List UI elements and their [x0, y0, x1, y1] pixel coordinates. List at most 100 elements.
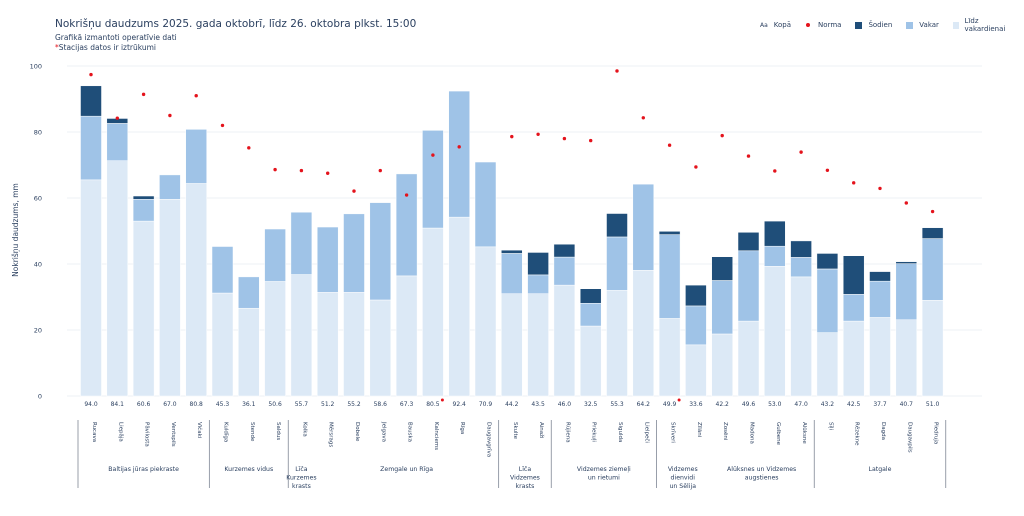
- norma-point: [536, 132, 540, 137]
- yesterday-segment: [211, 246, 234, 294]
- station-label: Ventspils: [170, 422, 176, 447]
- missing-data-note: *Stacijas datos ir iztrūkumi: [55, 43, 156, 52]
- legend-label: Līdz vakardienai: [964, 17, 1006, 33]
- region-groups: Baltijas jūras piekraste Kurzemes vidus Lī…: [77, 420, 947, 490]
- total-value-label: 58.6: [374, 401, 388, 408]
- station-label: Kuldīga: [223, 422, 229, 442]
- until-yesterday-segment: [737, 320, 760, 397]
- total-value-label: 53.0: [768, 401, 782, 408]
- until-yesterday-segment: [553, 284, 576, 397]
- yesterday-segment: [606, 236, 628, 291]
- station-label: Daugavgrīva: [486, 422, 492, 457]
- until-yesterday-segment: [632, 270, 655, 397]
- total-value-label: 32.5: [584, 401, 598, 408]
- total-value-label: 43.5: [531, 401, 545, 408]
- missing-data-marker: [677, 398, 681, 402]
- station-label: Rīga: [459, 422, 465, 434]
- norma-point: [694, 165, 698, 169]
- total-value-label: 67.0: [163, 401, 177, 408]
- bars: [80, 85, 944, 397]
- norma-point: [326, 171, 330, 175]
- until-yesterday-segment: [264, 281, 286, 397]
- total-value-label: 36.1: [242, 401, 256, 408]
- legend-item-until-yesterday[interactable]: Līdz vakardienai: [952, 17, 1010, 33]
- station-label: Rucava: [91, 422, 97, 442]
- yesterday-segment: [737, 250, 760, 322]
- station-label: Skulte: [512, 422, 518, 440]
- norma-point: [773, 169, 777, 173]
- until-yesterday-segment: [869, 317, 891, 397]
- norma-point: [194, 94, 198, 98]
- station-label: Priekuļi: [591, 422, 597, 442]
- until-yesterday-segment: [474, 246, 497, 397]
- norma-point: [247, 146, 251, 150]
- region-group-label: un Sēlija: [670, 483, 697, 490]
- norma-point: [431, 153, 435, 157]
- until-yesterday-segment: [448, 216, 470, 397]
- legend-item-today[interactable]: Šodien: [855, 21, 892, 29]
- station-label: Alūksne: [801, 422, 807, 444]
- station-label: Dobele: [354, 422, 360, 442]
- y-axis-label: Nokrišņu daudzums, mm: [11, 183, 21, 277]
- total-value-label: 33.6: [689, 401, 703, 408]
- station-label: Zosēni: [722, 422, 728, 441]
- yesterday-segment: [579, 303, 602, 327]
- yesterday-segment: [395, 173, 418, 277]
- legend-label: Kopā: [773, 21, 792, 29]
- legend-item-yesterday[interactable]: Vakar: [906, 21, 939, 29]
- region-group-label: krasts: [292, 483, 311, 490]
- region-group-label: Vidzemes: [668, 466, 698, 473]
- yesterday-segment: [527, 274, 549, 294]
- station-label: Daugavpils: [906, 422, 912, 453]
- station-label: Bauska: [407, 422, 413, 442]
- today-segment: [685, 284, 707, 307]
- yesterday-segment: [553, 256, 576, 286]
- station-label: Gulbene: [775, 422, 781, 446]
- legend-item-norma[interactable]: Norma: [805, 21, 841, 29]
- legend-label: Vakar: [919, 21, 939, 29]
- dark-blue-square-icon: [855, 21, 863, 29]
- total-value-label: 45.3: [216, 401, 230, 408]
- total-value-label: 51.2: [321, 401, 335, 408]
- total-value-label: 49.6: [742, 401, 756, 408]
- station-label: Dagda: [880, 422, 886, 440]
- norma-point: [89, 72, 93, 77]
- norma-point: [930, 209, 935, 214]
- region-group-label: Latgale: [869, 466, 892, 473]
- region-group-label: dienvidi: [671, 475, 696, 482]
- yesterday-segment: [290, 211, 313, 275]
- yesterday-segment: [474, 161, 497, 248]
- norma-point: [273, 167, 277, 172]
- station-label: Kalnciems: [433, 422, 439, 450]
- until-yesterday-segment: [106, 160, 129, 397]
- legend-item-total[interactable]: Aa Kopā: [760, 21, 791, 29]
- yesterday-segment: [369, 202, 392, 301]
- norma-point: [852, 181, 856, 185]
- norma-point: [352, 189, 356, 193]
- norma-point: [799, 150, 803, 154]
- yesterday-segment: [816, 268, 839, 333]
- legend-text-symbol-icon: Aa: [760, 21, 768, 29]
- norma-point: [667, 143, 672, 147]
- station-label: Sīļi: [827, 422, 833, 431]
- chart-legend: Aa Kopā Norma Šodien Vakar Līdz vakardie…: [760, 17, 1024, 33]
- station-label: Stende: [249, 422, 255, 442]
- norma-point: [615, 69, 619, 73]
- yesterday-segment: [106, 123, 129, 161]
- region-group-label: Vidzemes ziemeļi: [577, 466, 631, 474]
- station-labels: Rucava Liepāja Pāvilosta Ventspils Vičaki Kul…: [91, 421, 939, 457]
- until-yesterday-segment: [238, 307, 260, 397]
- today-segment: [606, 213, 628, 238]
- light-blue-square-icon: [952, 21, 959, 29]
- region-group-label: Līča: [519, 465, 532, 473]
- total-value-label: 50.6: [268, 401, 282, 408]
- total-value-label: 55.7: [295, 401, 309, 408]
- until-yesterday-segment: [132, 220, 155, 397]
- norma-point: [720, 133, 724, 138]
- missing-data-marker: *: [55, 43, 59, 52]
- today-segment: [816, 253, 839, 270]
- legend-label: Šodien: [868, 21, 893, 29]
- until-yesterday-segment: [790, 276, 812, 397]
- until-yesterday-segment: [80, 179, 102, 397]
- until-yesterday-segment: [395, 275, 418, 397]
